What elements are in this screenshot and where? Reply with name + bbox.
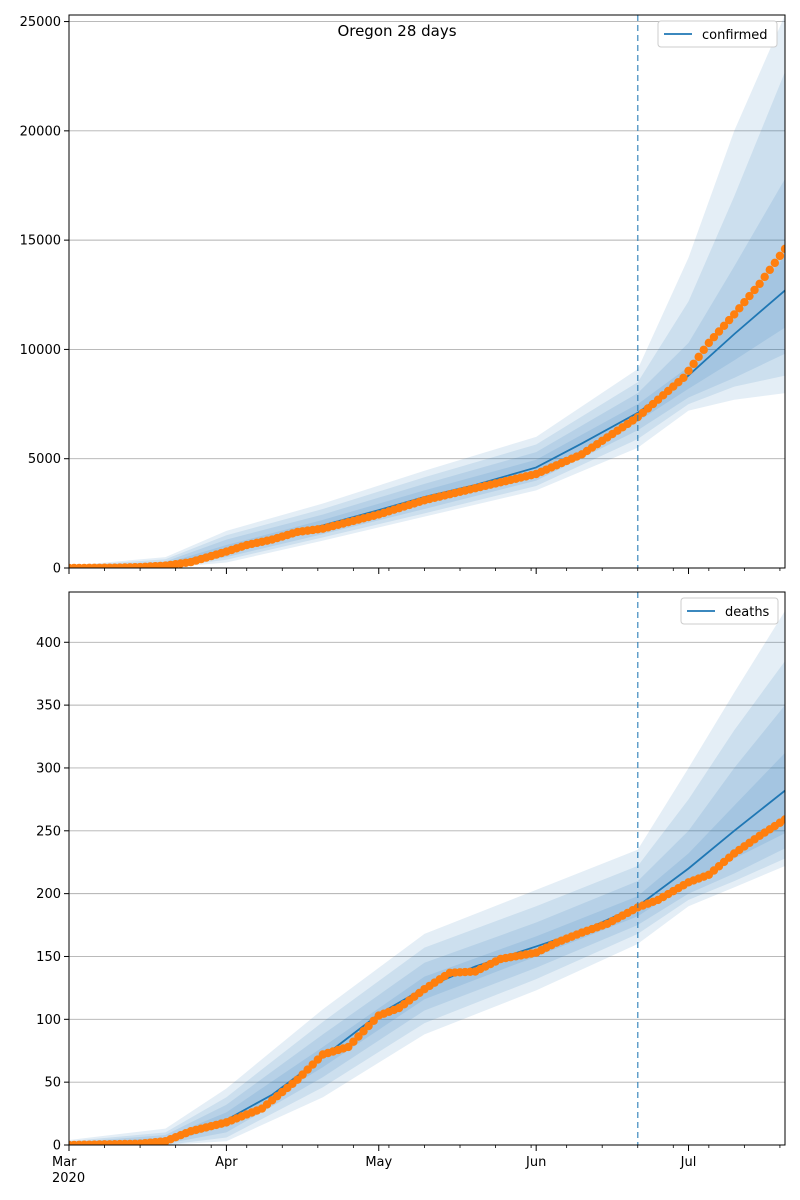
bot-observed-point bbox=[359, 1027, 368, 1036]
year-label: 2020 bbox=[52, 1171, 85, 1186]
bot-ytick-label: 300 bbox=[36, 761, 61, 776]
bot-ytick-label: 150 bbox=[36, 950, 61, 965]
bot-xtick-label: Mar bbox=[52, 1155, 77, 1170]
deaths-legend: deaths bbox=[680, 597, 779, 625]
bot-ytick-label: 250 bbox=[36, 824, 61, 839]
confirmed-axes-frame bbox=[68, 14, 786, 569]
confirmed-panel: 0 5000 10000 15000 20000 25000 Oregon 28 days… bbox=[20, 14, 786, 577]
bot-band-99pct bbox=[69, 610, 785, 1145]
top-observed-point bbox=[730, 310, 739, 319]
top-observed-point bbox=[750, 285, 759, 295]
bot-ytick-label: 100 bbox=[36, 1013, 61, 1028]
top-ytick-label: 10000 bbox=[20, 343, 61, 358]
top-band-95pct bbox=[69, 71, 785, 568]
confirmed-legend: confirmed bbox=[657, 20, 778, 48]
deaths-legend-box bbox=[680, 597, 779, 625]
top-observed-point bbox=[740, 298, 749, 307]
deaths-observed-points bbox=[69, 815, 785, 1145]
bot-observed-point bbox=[364, 1021, 373, 1031]
bot-ytick-label: 50 bbox=[44, 1076, 61, 1091]
top-observed-point bbox=[699, 345, 708, 355]
deaths-legend-label: deaths bbox=[725, 605, 770, 620]
bot-ytick-label: 200 bbox=[36, 887, 61, 902]
deaths-x-axis: Mar Apr May Jun Jul bbox=[52, 1145, 781, 1170]
confirmed-legend-label: confirmed bbox=[702, 28, 768, 43]
confirmed-legend-box bbox=[657, 20, 778, 48]
bot-observed-point bbox=[354, 1032, 363, 1041]
top-ytick-label: 5000 bbox=[28, 452, 61, 467]
bot-xtick-label: Apr bbox=[215, 1155, 238, 1170]
top-observed-point bbox=[724, 315, 734, 325]
deaths-y-axis: 0 50 100 150 200 250 300 350 400 bbox=[36, 636, 69, 1154]
bot-observed-point bbox=[780, 815, 785, 824]
top-observed-point bbox=[770, 258, 780, 268]
top-observed-point bbox=[689, 359, 698, 369]
top-ytick-label: 20000 bbox=[20, 124, 61, 139]
confirmed-observed-points bbox=[69, 244, 785, 568]
top-band-80pct bbox=[69, 178, 785, 568]
top-ytick-label: 25000 bbox=[20, 15, 61, 30]
bot-xtick-label: Jul bbox=[680, 1155, 697, 1170]
top-observed-point bbox=[775, 251, 785, 261]
top-observed-point bbox=[755, 279, 764, 289]
bot-ytick-label: 0 bbox=[53, 1139, 61, 1154]
bot-ytick-label: 400 bbox=[36, 636, 61, 651]
confirmed-x-axis bbox=[68, 568, 781, 574]
top-observed-point bbox=[780, 244, 785, 254]
confirmed-y-axis: 0 5000 10000 15000 20000 25000 bbox=[20, 15, 69, 577]
top-observed-point bbox=[745, 291, 754, 301]
bot-ytick-label: 350 bbox=[36, 699, 61, 714]
top-observed-point bbox=[765, 265, 774, 275]
top-observed-point bbox=[679, 373, 688, 383]
deaths-panel: 0 50 100 150 200 250 300 350 400 Mar Apr May Jun Jul… bbox=[36, 591, 786, 1186]
top-observed-point bbox=[694, 352, 703, 362]
deaths-axes-frame bbox=[68, 591, 786, 1146]
top-observed-point bbox=[714, 327, 724, 336]
top-observed-point bbox=[684, 366, 693, 376]
chart-title: Oregon 28 days bbox=[337, 22, 456, 40]
top-observed-point bbox=[735, 304, 744, 313]
top-ytick-label: 15000 bbox=[20, 234, 61, 249]
bot-observed-point bbox=[369, 1016, 378, 1025]
bot-xtick-label: Jun bbox=[525, 1155, 546, 1170]
bot-observed-point bbox=[344, 1042, 353, 1052]
top-observed-point bbox=[760, 272, 769, 282]
bot-observed-point bbox=[349, 1037, 358, 1046]
top-observed-point bbox=[709, 332, 719, 342]
top-observed-point bbox=[719, 321, 729, 331]
top-observed-point bbox=[704, 338, 714, 348]
top-ytick-label: 0 bbox=[53, 562, 61, 577]
bot-xtick-label: May bbox=[365, 1155, 392, 1170]
